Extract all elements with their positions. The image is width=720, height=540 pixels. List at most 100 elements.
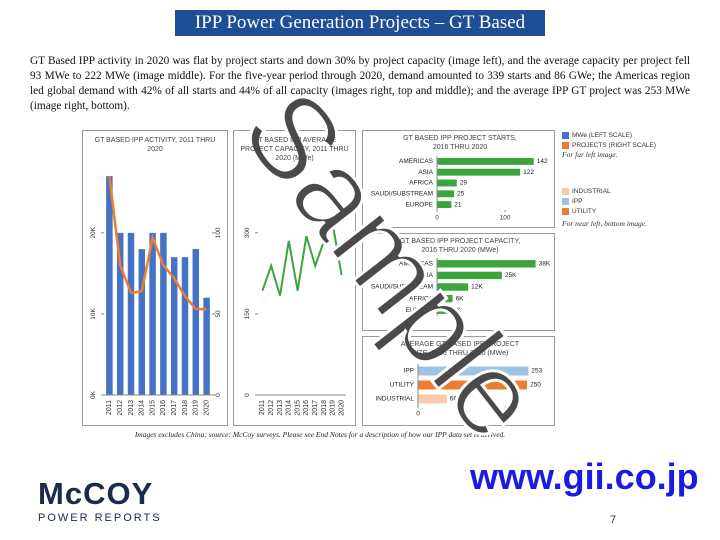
logo: McCOY (38, 476, 154, 511)
bar (116, 232, 124, 395)
title-bar: IPP Power Generation Projects – GT Based (175, 10, 545, 36)
x-tick-label: 2020 (203, 400, 210, 416)
caption: Images excludes China; source: McCoy sur… (134, 430, 506, 439)
value-label: 142 (537, 158, 548, 165)
legend-label: MWe (LEFT SCALE) (572, 131, 633, 139)
x-tick-label: 200 (500, 411, 511, 418)
y-tick-label: 0 (244, 393, 251, 397)
bar (437, 201, 452, 209)
category-label: AMERICAS (399, 158, 434, 165)
bar (437, 168, 521, 176)
chart-title: GT BASED IPP AVERAGE PROJECT CAPACITY, 2… (240, 137, 349, 162)
category-label: INDUSTRIAL (375, 396, 414, 403)
x-tick-label: 2020 (338, 400, 345, 416)
body-text: GT Based IPP activity in 2020 was flat b… (30, 55, 690, 112)
legend-swatch (562, 187, 569, 195)
x-tick-label: 2018 (321, 400, 328, 416)
x-tick-label: 2014 (139, 400, 146, 416)
bar (418, 394, 447, 404)
legend-label: IPP (572, 197, 583, 205)
legend-swatch (562, 197, 569, 205)
y-tick-label: 0 (215, 393, 222, 397)
chart-title: GT BASED IPP ACTIVITY, 2011 THRU 2020 (94, 137, 216, 153)
y-tick-label: 300 (244, 227, 251, 238)
x-tick-label: 2012 (117, 400, 124, 416)
bar (437, 190, 455, 198)
y-tick-label: 100 (215, 227, 222, 238)
page-number: 7 (610, 514, 617, 526)
y-tick-label: 10K (90, 307, 97, 319)
value-label: 6K (456, 295, 465, 302)
category-label: IPP (404, 368, 414, 375)
x-tick-label: 2018 (182, 400, 189, 416)
x-tick-label: 2019 (193, 400, 200, 416)
value-label: 250 (530, 382, 541, 389)
value-label: 12K (471, 284, 483, 291)
legend-note: For near left, bottom image. (562, 219, 647, 228)
legend-swatch (562, 141, 569, 149)
x-tick-label: 2013 (128, 400, 135, 416)
legend-swatch (562, 131, 569, 139)
y-tick-label: 20K (90, 226, 97, 238)
category-label: AFRICA (409, 180, 434, 187)
legend-note: For far left image. (562, 150, 618, 159)
value-label: 253 (531, 368, 542, 375)
value-label: 122 (523, 169, 534, 176)
bar (437, 306, 450, 314)
category-label: EUROPE (406, 307, 434, 314)
bar (106, 176, 113, 395)
x-tick-label: 2017 (171, 400, 178, 416)
legend-item: PROJECTS (RIGHT SCALE) (562, 140, 656, 150)
y-tick-label: 150 (244, 308, 251, 319)
bar (203, 297, 210, 395)
tagline: POWER REPORTS (38, 512, 162, 524)
category-label: SAUDI/SUBSTREAM (371, 191, 433, 198)
chart-box (362, 233, 555, 331)
x-tick-label: 100 (500, 215, 511, 222)
value-label: 29 (460, 180, 468, 187)
bar (418, 380, 528, 390)
bar (170, 257, 178, 395)
legend: INDUSTRIAL IPP UTILITY For near left, botto… (562, 186, 652, 229)
category-label: ASIA (418, 169, 433, 176)
chart-title: GT BASED IPP PROJECT STARTS, 2016 THRU 2… (403, 135, 517, 151)
value-label: 66 (450, 396, 458, 403)
legend-label: PROJECTS (RIGHT SCALE) (572, 141, 657, 149)
bar (437, 271, 502, 280)
x-tick-label: 2019 (330, 400, 337, 416)
bar (437, 294, 453, 303)
line (261, 221, 343, 296)
category-label: ASIA (418, 272, 433, 279)
x-tick-label: 2017 (312, 400, 319, 416)
y-tick-label: 0K (90, 390, 97, 399)
bar (138, 249, 146, 395)
value-label: 25K (505, 272, 517, 279)
bar (437, 157, 534, 165)
legend-item: UTILITY (562, 206, 652, 216)
category-label: SAUDI/SUBSTREAM (371, 284, 433, 291)
bar (181, 257, 189, 395)
bar (127, 232, 135, 395)
x-tick-label: 2015 (149, 400, 156, 416)
category-label: AFRICA (409, 295, 434, 302)
chart-title: AVERAGE GT BASED IPP PROJECT SIZE, 2016 … (400, 341, 520, 357)
x-tick-label: 2013 (277, 400, 284, 416)
category-label: AMERICAS (399, 261, 434, 268)
chart-box (362, 130, 555, 228)
value-label: 21 (454, 201, 462, 208)
chart-title: GT BASED IPP PROJECT CAPACITY, 2016 THRU… (399, 238, 521, 254)
legend-item: INDUSTRIAL (562, 186, 652, 196)
x-tick-label: 2012 (268, 400, 275, 416)
legend-label: UTILITY (572, 207, 597, 215)
line (108, 175, 207, 311)
value-label: 38K (539, 261, 551, 268)
x-tick-label: 0 (416, 411, 420, 418)
bar (437, 179, 457, 187)
bar (418, 366, 529, 376)
legend: MWe (LEFT SCALE) PROJECTS (RIGHT SCALE) Fo… (562, 130, 656, 160)
value-label: 5K (453, 307, 462, 314)
legend-item: IPP (562, 196, 652, 206)
x-tick-label: 2016 (160, 400, 167, 416)
